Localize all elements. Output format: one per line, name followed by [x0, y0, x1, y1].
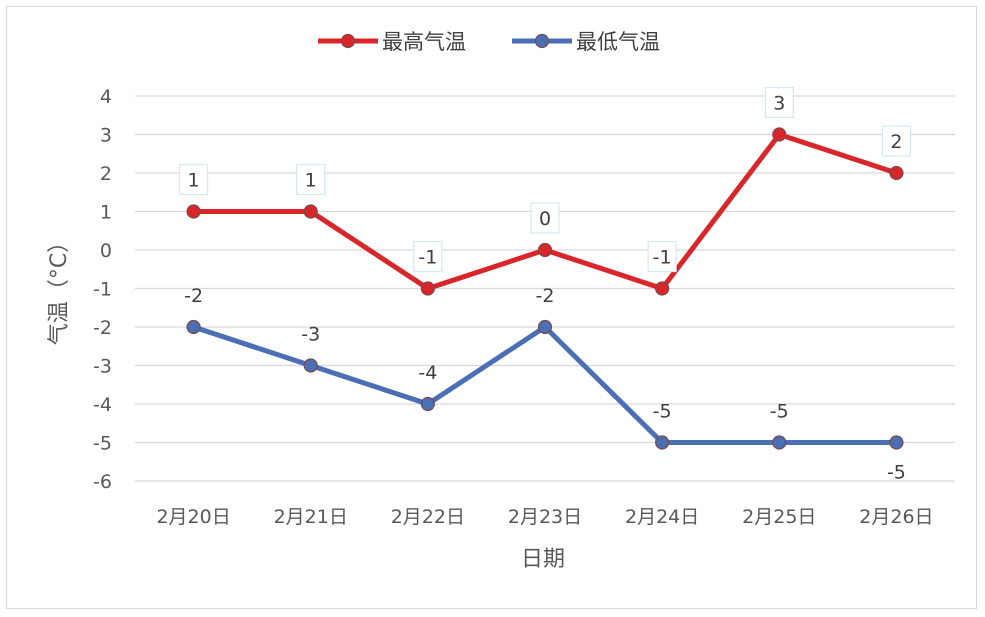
- data-label-box: [178, 163, 209, 196]
- y-axis-title: 气温（°C）: [47, 231, 72, 345]
- series-lines: [186, 127, 904, 450]
- y-tick-label: 4: [100, 86, 112, 108]
- data-labels: 1 1 -1 0 -1 3 2 -2 -3 -4 -2 -5 -5 -5: [178, 86, 912, 484]
- data-label: -5: [887, 462, 906, 484]
- data-label-box: [647, 240, 677, 273]
- series-line: [191, 324, 899, 445]
- data-label-box: [413, 240, 443, 273]
- data-label: 1: [305, 170, 317, 192]
- legend-label: 最高气温: [382, 30, 466, 54]
- data-point: [772, 127, 787, 142]
- data-label-box: [764, 86, 794, 119]
- data-label: 1: [188, 170, 200, 192]
- grid: [135, 95, 955, 482]
- data-label: -5: [770, 401, 789, 423]
- x-axis-title: 日期: [521, 547, 565, 572]
- data-point: [537, 242, 553, 258]
- data-point: [889, 165, 904, 181]
- legend-marker: [340, 33, 356, 49]
- data-point: [889, 435, 904, 450]
- x-tick-label: 2月26日: [859, 506, 933, 528]
- y-tick-labels: 4 3 2 1 0 -1 -2 -3 -4 -5 -6: [93, 86, 112, 493]
- y-tick-label: -1: [93, 279, 112, 301]
- x-tick-labels: 2月20日 2月21日 2月22日 2月23日 2月24日 2月25日 2月26日: [156, 506, 933, 528]
- data-label: -1: [418, 247, 437, 269]
- data-label: -2: [536, 285, 555, 307]
- data-label-box: [530, 202, 560, 234]
- data-label: 0: [539, 208, 551, 230]
- legend-marker: [534, 33, 550, 49]
- x-tick-label: 2月25日: [742, 506, 816, 528]
- data-label: -5: [653, 401, 672, 423]
- x-tick-label: 2月21日: [274, 506, 348, 528]
- data-point: [772, 435, 787, 450]
- y-tick-label: -5: [93, 433, 112, 455]
- data-point: [420, 281, 435, 296]
- data-point: [655, 281, 670, 296]
- legend-label: 最低气温: [576, 30, 660, 54]
- data-label: -4: [418, 362, 437, 384]
- data-label: 3: [773, 93, 785, 115]
- y-tick-label: 2: [100, 163, 112, 185]
- data-label: -1: [653, 247, 672, 269]
- y-tick-label: 3: [100, 125, 112, 147]
- y-tick-label: -6: [93, 471, 112, 493]
- legend: 最高气温 最低气温: [318, 30, 660, 54]
- data-point: [303, 358, 318, 373]
- data-point: [537, 319, 553, 335]
- x-tick-label: 2月22日: [391, 506, 465, 528]
- data-point: [186, 319, 201, 335]
- data-point: [420, 396, 435, 412]
- data-label: -3: [301, 324, 320, 346]
- data-point: [303, 204, 318, 219]
- data-label: 2: [890, 131, 902, 153]
- y-tick-label: -2: [93, 317, 112, 339]
- data-point: [186, 204, 201, 219]
- x-tick-label: 2月20日: [156, 506, 230, 528]
- chart-frame: [6, 6, 977, 609]
- x-tick-label: 2月24日: [625, 506, 699, 528]
- y-tick-label: -3: [93, 356, 112, 378]
- y-tick-label: 1: [100, 202, 112, 224]
- data-point: [655, 435, 670, 450]
- data-label-box: [881, 125, 912, 157]
- y-tick-label: 0: [100, 240, 112, 262]
- data-label: -2: [184, 285, 203, 307]
- data-label-box: [296, 163, 326, 196]
- x-tick-label: 2月23日: [508, 506, 582, 528]
- y-tick-label: -4: [93, 394, 112, 416]
